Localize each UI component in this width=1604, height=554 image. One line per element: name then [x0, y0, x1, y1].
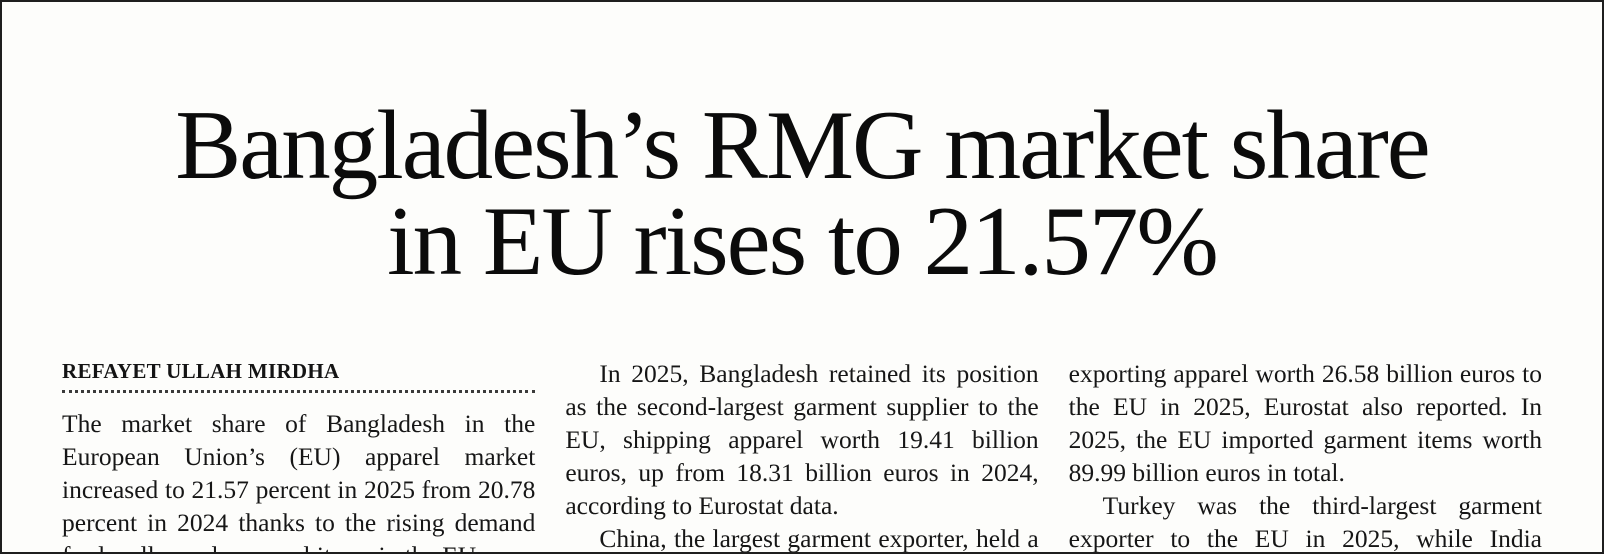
byline: REFAYET ULLAH MIRDHA [62, 358, 340, 383]
headline-line-1: Bangladesh’s RMG market share [175, 91, 1430, 201]
article-paragraph: exporting apparel worth 26.58 billion eu… [1068, 358, 1542, 488]
article-body: REFAYET ULLAH MIRDHA The market share of… [2, 357, 1602, 554]
byline-separator [62, 389, 536, 393]
headline-line-2: in EU rises to 21.57% [387, 187, 1219, 297]
article-paragraph: In 2025, Bangladesh retained its positio… [565, 358, 1039, 521]
article-column-2: In 2025, Bangladesh retained its positio… [565, 357, 1039, 554]
article-column-3: exporting apparel worth 26.58 billion eu… [1068, 357, 1542, 554]
article-paragraph: The market share of Bangladesh in the Eu… [62, 408, 536, 552]
article-paragraph: China, the largest garment exporter, hel… [599, 524, 1039, 554]
article-column-1: REFAYET ULLAH MIRDHA The market share of… [62, 357, 536, 552]
headline: Bangladesh’s RMG market share in EU rise… [2, 68, 1602, 297]
article-paragraph: Turkey was the third-largest garment exp… [1068, 491, 1542, 554]
